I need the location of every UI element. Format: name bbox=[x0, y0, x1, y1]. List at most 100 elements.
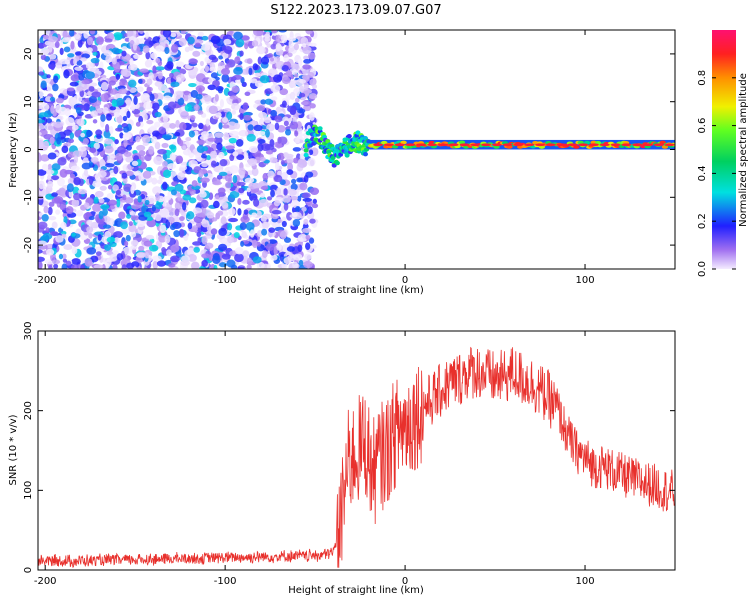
heat-blob bbox=[253, 30, 263, 37]
heat-blob bbox=[95, 129, 103, 136]
heat-blob bbox=[111, 57, 117, 65]
heat-blob bbox=[200, 187, 205, 195]
heat-blob bbox=[204, 65, 210, 73]
heat-blob bbox=[164, 63, 174, 71]
heat-blob bbox=[113, 32, 123, 41]
heat-blob bbox=[229, 154, 235, 162]
heat-blob bbox=[213, 264, 218, 269]
heat-blob bbox=[286, 70, 293, 77]
heat-blob bbox=[88, 216, 95, 221]
heat-blob bbox=[152, 102, 160, 111]
heat-blob bbox=[219, 159, 228, 167]
heat-blob bbox=[303, 218, 309, 225]
heat-blob bbox=[130, 185, 135, 195]
heat-blob bbox=[46, 83, 53, 92]
heat-blob bbox=[54, 41, 60, 49]
heat-blob bbox=[52, 259, 61, 265]
heat-blob bbox=[89, 147, 97, 154]
heat-blob bbox=[201, 259, 208, 267]
heat-blob bbox=[129, 210, 136, 216]
heat-blob bbox=[218, 122, 223, 130]
heat-blob bbox=[293, 43, 300, 51]
heat-blob bbox=[119, 107, 129, 117]
heat-blob bbox=[190, 115, 196, 121]
heat-blob bbox=[163, 169, 172, 179]
heat-blob bbox=[254, 80, 264, 88]
heat-blob bbox=[268, 227, 276, 233]
heat-blob bbox=[140, 94, 147, 103]
heat-blob bbox=[89, 82, 98, 87]
heat-blob bbox=[217, 87, 223, 94]
heat-blob bbox=[164, 46, 170, 55]
heat-blob bbox=[288, 39, 294, 49]
heat-blob bbox=[53, 195, 64, 204]
heat-blob bbox=[167, 101, 177, 110]
heat-blob bbox=[311, 203, 319, 209]
heat-blob bbox=[199, 60, 204, 67]
heat-blob bbox=[155, 45, 165, 52]
heat-blob bbox=[180, 30, 187, 35]
heat-blob bbox=[362, 151, 368, 157]
heat-blob bbox=[283, 120, 289, 127]
heat-blob bbox=[42, 163, 49, 171]
heat-blob bbox=[304, 253, 312, 261]
heat-blob bbox=[207, 137, 216, 142]
heat-blob bbox=[102, 208, 108, 216]
heat-blob bbox=[188, 130, 195, 138]
heat-blob bbox=[126, 213, 132, 219]
heat-blob bbox=[47, 152, 57, 160]
heat-blob bbox=[106, 113, 112, 121]
heat-blob bbox=[138, 30, 144, 34]
heat-blob bbox=[224, 64, 231, 70]
heat-blob bbox=[246, 133, 256, 142]
heat-blob bbox=[632, 143, 643, 147]
heat-blob bbox=[74, 51, 82, 56]
heat-blob bbox=[38, 42, 45, 49]
heat-blob bbox=[189, 197, 197, 204]
heat-blob bbox=[152, 260, 159, 269]
heat-blob bbox=[243, 151, 249, 161]
heat-blob bbox=[281, 65, 289, 72]
x-tick-label: 0 bbox=[402, 275, 408, 286]
heat-blob bbox=[188, 58, 198, 65]
heat-blob bbox=[88, 232, 93, 239]
heat-blob bbox=[263, 116, 272, 124]
heat-blob bbox=[97, 234, 102, 241]
heat-blob bbox=[91, 91, 102, 98]
heat-blob bbox=[198, 266, 206, 269]
heat-blob bbox=[207, 84, 216, 91]
heat-blob bbox=[70, 97, 78, 106]
heat-blob bbox=[115, 97, 125, 106]
heat-blob bbox=[241, 231, 247, 238]
heat-blob bbox=[254, 72, 261, 77]
heat-blob bbox=[157, 84, 168, 92]
heat-blob bbox=[239, 222, 247, 231]
heat-blob bbox=[70, 40, 75, 50]
heat-blob bbox=[177, 172, 186, 181]
heat-blob bbox=[242, 102, 249, 111]
heat-blob bbox=[144, 251, 150, 259]
heat-blob bbox=[178, 167, 185, 172]
heat-blob bbox=[90, 156, 99, 163]
heat-blob bbox=[260, 263, 271, 269]
heat-blob bbox=[105, 55, 112, 63]
heat-blob bbox=[196, 212, 206, 218]
heat-blob bbox=[162, 30, 172, 38]
heat-blob bbox=[118, 88, 128, 95]
colorbar-tick-label: 0.6 bbox=[697, 118, 708, 134]
heat-blob bbox=[102, 224, 112, 229]
heat-blob bbox=[300, 37, 309, 46]
heat-blob bbox=[137, 195, 142, 203]
heat-blob bbox=[187, 253, 197, 262]
heat-blob bbox=[289, 107, 297, 116]
heat-blob bbox=[556, 143, 567, 147]
heat-blob bbox=[73, 155, 79, 164]
heat-blob bbox=[260, 192, 266, 198]
heat-blob bbox=[158, 126, 167, 135]
heat-blob bbox=[53, 263, 59, 269]
heat-blob bbox=[69, 132, 75, 140]
heat-blob bbox=[214, 132, 224, 138]
snr-series bbox=[38, 346, 675, 569]
heat-blob bbox=[138, 150, 146, 156]
